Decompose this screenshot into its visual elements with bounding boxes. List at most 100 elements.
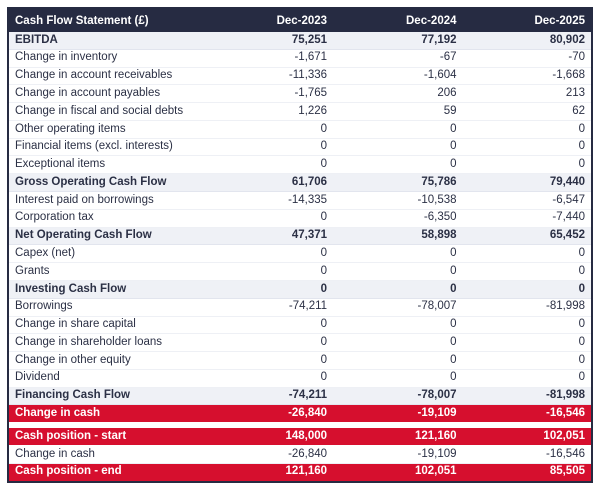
cell-value: 61,706 <box>203 173 334 193</box>
row-label: Cash position - start <box>8 427 204 446</box>
cell-value: 77,192 <box>333 32 463 50</box>
cell-value: 0 <box>333 138 463 157</box>
cell-value: 0 <box>203 316 334 335</box>
table-row: Change in account payables -1,765 206 213 <box>8 84 592 104</box>
column-header-dec-2024: Dec-2024 <box>333 8 463 32</box>
cell-value: 206 <box>333 84 463 104</box>
cell-value: -19,109 <box>333 445 463 464</box>
row-label: Gross Operating Cash Flow <box>8 173 204 193</box>
cell-value: -78,007 <box>333 298 463 317</box>
table-row: Change in cash -26,840 -19,109 -16,546 <box>8 404 592 424</box>
row-label: Financial items (excl. interests) <box>8 138 204 157</box>
table-header-row: Cash Flow Statement (£) Dec-2023 Dec-202… <box>8 8 592 32</box>
table-row: EBITDA 75,251 77,192 80,902 <box>8 32 592 50</box>
cell-value: 121,160 <box>333 427 463 446</box>
cell-value: 79,440 <box>462 173 592 193</box>
cell-value: 0 <box>203 280 334 299</box>
cell-value: 148,000 <box>203 427 334 446</box>
cell-value: 0 <box>333 369 463 388</box>
row-label: Borrowings <box>8 298 204 317</box>
table-row: Change in other equity 0 0 0 <box>8 351 592 370</box>
cell-value: 0 <box>462 316 592 335</box>
cell-value: -78,007 <box>333 387 463 406</box>
table-row: Change in shareholder loans 0 0 0 <box>8 333 592 353</box>
cell-value: 85,505 <box>462 462 592 483</box>
table-row: Net Operating Cash Flow 47,371 58,898 65,45… <box>8 227 592 246</box>
cell-value: 0 <box>462 138 592 157</box>
row-label: Change in cash <box>8 445 204 464</box>
cell-value: -74,211 <box>203 387 334 406</box>
table-row: Financing Cash Flow -74,211 -78,007 -81,998 <box>8 387 592 406</box>
cell-value: 80,902 <box>462 32 592 50</box>
cell-value: 0 <box>333 351 463 370</box>
cell-value: -26,840 <box>203 404 334 424</box>
row-label: Change in account receivables <box>8 67 204 86</box>
cell-value: 0 <box>203 209 334 228</box>
row-label: Corporation tax <box>8 209 204 228</box>
cell-value: 0 <box>203 351 334 370</box>
table-row: Corporation tax 0 -6,350 -7,440 <box>8 209 592 228</box>
cell-value: 59 <box>333 102 463 121</box>
cell-value: -81,998 <box>462 298 592 317</box>
cell-value: 0 <box>462 155 592 175</box>
table-row: Investing Cash Flow 0 0 0 <box>8 280 592 299</box>
table-row: Change in inventory -1,671 -67 -70 <box>8 49 592 68</box>
row-label: Cash position - end <box>8 462 204 483</box>
cell-value: 1,226 <box>203 102 334 121</box>
cell-value: 0 <box>462 280 592 299</box>
cell-value: 102,051 <box>333 462 463 483</box>
table-row: Interest paid on borrowings -14,335 -10,53… <box>8 191 592 210</box>
spacer-cell <box>8 422 592 428</box>
cell-value: -26,840 <box>203 445 334 464</box>
cell-value: -1,604 <box>333 67 463 86</box>
cell-value: -6,547 <box>462 191 592 210</box>
cash-flow-statement: Cash Flow Statement (£) Dec-2023 Dec-202… <box>7 7 593 483</box>
row-label: Change in share capital <box>8 316 204 335</box>
cell-value: 0 <box>203 262 334 281</box>
cell-value: -67 <box>333 49 463 68</box>
cell-value: 0 <box>203 138 334 157</box>
table-row: Financial items (excl. interests) 0 0 0 <box>8 138 592 157</box>
cell-value: 0 <box>462 333 592 353</box>
cell-value: 0 <box>462 244 592 264</box>
cell-value: -81,998 <box>462 387 592 406</box>
table-title: Cash Flow Statement (£) <box>8 8 204 32</box>
cell-value: -16,546 <box>462 445 592 464</box>
cell-value: 0 <box>333 333 463 353</box>
cell-value: 0 <box>203 244 334 264</box>
cell-value: 65,452 <box>462 227 592 246</box>
row-label: Change in fiscal and social debts <box>8 102 204 121</box>
cell-value: 47,371 <box>203 227 334 246</box>
row-label: Investing Cash Flow <box>8 280 204 299</box>
table-row: Capex (net) 0 0 0 <box>8 244 592 264</box>
cell-value: 0 <box>333 316 463 335</box>
row-label: Change in cash <box>8 404 204 424</box>
row-label: Interest paid on borrowings <box>8 191 204 210</box>
row-label: Change in other equity <box>8 351 204 370</box>
cell-value: 0 <box>203 120 334 139</box>
row-label: Financing Cash Flow <box>8 387 204 406</box>
row-label: Other operating items <box>8 120 204 139</box>
table-row: Grants 0 0 0 <box>8 262 592 281</box>
cell-value: 0 <box>333 244 463 264</box>
cell-value: -6,350 <box>333 209 463 228</box>
cell-value: -16,546 <box>462 404 592 424</box>
cell-value: -1,765 <box>203 84 334 104</box>
spacer-row <box>8 422 592 428</box>
cell-value: -14,335 <box>203 191 334 210</box>
cell-value: -19,109 <box>333 404 463 424</box>
cash-flow-table: Cash Flow Statement (£) Dec-2023 Dec-202… <box>7 7 593 483</box>
column-header-dec-2023: Dec-2023 <box>203 8 334 32</box>
table-row: Dividend 0 0 0 <box>8 369 592 388</box>
table-row: Change in share capital 0 0 0 <box>8 316 592 335</box>
row-label: Dividend <box>8 369 204 388</box>
row-label: Change in inventory <box>8 49 204 68</box>
row-label: Net Operating Cash Flow <box>8 227 204 246</box>
cell-value: 0 <box>203 155 334 175</box>
table-row: Change in cash -26,840 -19,109 -16,546 <box>8 445 592 464</box>
row-label: Capex (net) <box>8 244 204 264</box>
cell-value: 0 <box>462 369 592 388</box>
table-row: Change in account receivables -11,336 -1,6… <box>8 67 592 86</box>
cell-value: -10,538 <box>333 191 463 210</box>
row-label: Grants <box>8 262 204 281</box>
